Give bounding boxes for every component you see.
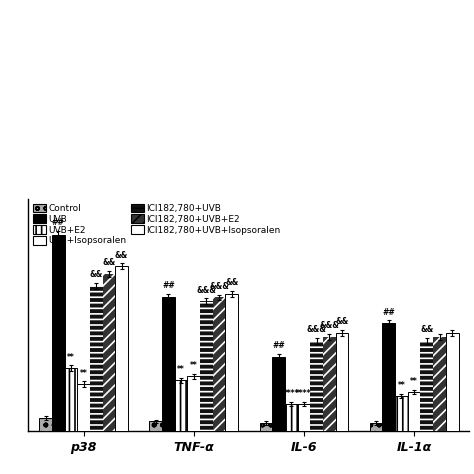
Text: **: ** xyxy=(190,361,198,370)
Text: ##: ## xyxy=(383,308,395,317)
Text: **: ** xyxy=(80,369,87,378)
Bar xyxy=(272,356,285,431)
Text: &&: && xyxy=(115,250,128,259)
Text: ****: **** xyxy=(296,389,312,398)
Text: &&: && xyxy=(102,258,116,267)
Bar xyxy=(446,333,458,431)
Text: ##: ## xyxy=(52,218,64,227)
Bar xyxy=(115,266,128,431)
Text: &&: && xyxy=(335,318,348,327)
Bar xyxy=(77,384,90,431)
Bar xyxy=(395,396,408,431)
Bar xyxy=(102,274,115,431)
Bar xyxy=(408,392,420,431)
Text: &&: && xyxy=(420,325,433,334)
Bar xyxy=(323,337,336,431)
Bar xyxy=(310,341,323,431)
Bar xyxy=(226,293,238,431)
Text: &&: && xyxy=(90,270,103,279)
Bar xyxy=(433,337,446,431)
Bar xyxy=(420,341,433,431)
Text: ****: **** xyxy=(283,389,299,398)
Bar xyxy=(200,301,213,431)
Bar xyxy=(213,298,226,431)
Bar xyxy=(90,286,102,431)
Text: &&&: &&& xyxy=(307,325,327,334)
Bar xyxy=(39,418,52,431)
Bar xyxy=(187,376,200,431)
Bar xyxy=(175,380,187,431)
Bar xyxy=(298,404,310,431)
Text: ##: ## xyxy=(272,341,285,350)
Text: ##: ## xyxy=(162,281,175,290)
Text: **: ** xyxy=(177,365,185,374)
Text: &&&: &&& xyxy=(319,321,339,330)
Legend: Control, UVB, UVB+E2, UVB+Isopsoralen, ICI182,780+UVB, ICI182,780+UVB+E2, ICI182: Control, UVB, UVB+E2, UVB+Isopsoralen, I… xyxy=(33,204,281,245)
Bar xyxy=(336,333,348,431)
Bar xyxy=(162,298,175,431)
Bar xyxy=(260,423,272,431)
Bar xyxy=(285,404,298,431)
Text: **: ** xyxy=(410,377,418,386)
Bar xyxy=(370,423,383,431)
Text: &&&: &&& xyxy=(209,282,229,291)
Bar xyxy=(64,368,77,431)
Text: **: ** xyxy=(67,353,75,362)
Text: &&: && xyxy=(225,278,238,287)
Bar xyxy=(149,421,162,431)
Bar xyxy=(383,323,395,431)
Text: **: ** xyxy=(398,382,405,391)
Bar xyxy=(52,235,64,431)
Text: &&&: &&& xyxy=(197,286,216,295)
